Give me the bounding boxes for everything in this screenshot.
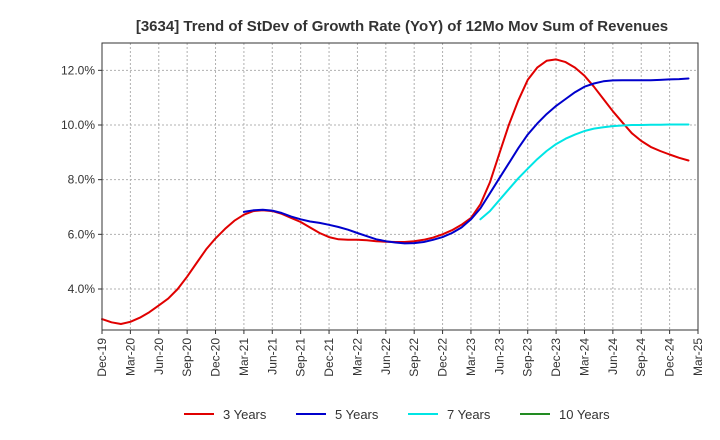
y-axis: 4.0% 6.0% 8.0% 10.0% 12.0% [61, 63, 102, 296]
x-tick-label: Mar-20 [123, 338, 137, 376]
y-tick-label: 6.0% [68, 227, 96, 241]
y-tick-label: 12.0% [61, 63, 95, 77]
plot-background [102, 43, 698, 330]
chart-svg: [3634] Trend of StDev of Growth Rate (Yo… [0, 0, 720, 440]
chart-title: [3634] Trend of StDev of Growth Rate (Yo… [136, 18, 668, 35]
x-tick-label: Mar-21 [237, 338, 251, 376]
x-tick-label: Dec-23 [549, 338, 563, 377]
x-tick-label: Dec-22 [436, 338, 450, 377]
legend-label: 5 Years [335, 407, 379, 422]
x-tick-label: Jun-22 [379, 338, 393, 375]
legend: 3 Years 5 Years 7 Years 10 Years [184, 407, 610, 422]
y-tick-label: 4.0% [68, 282, 96, 296]
plot-area [102, 43, 698, 330]
x-tick-label: Dec-19 [95, 338, 109, 377]
y-tick-label: 8.0% [68, 173, 96, 187]
x-tick-label: Jun-20 [152, 338, 166, 375]
legend-label: 3 Years [223, 407, 267, 422]
x-tick-label: Dec-24 [663, 338, 677, 377]
x-tick-label: Sep-21 [294, 338, 308, 377]
y-tick-label: 10.0% [61, 118, 95, 132]
x-tick-label: Sep-23 [521, 338, 535, 377]
x-tick-label: Dec-20 [209, 338, 223, 377]
x-tick-label: Sep-24 [634, 338, 648, 377]
x-tick-label: Mar-22 [350, 338, 364, 376]
x-tick-label: Sep-22 [407, 338, 421, 377]
x-tick-label: Dec-21 [322, 338, 336, 377]
legend-label: 7 Years [447, 407, 491, 422]
legend-label: 10 Years [559, 407, 610, 422]
x-tick-label: Jun-21 [265, 338, 279, 375]
x-tick-label: Sep-20 [180, 338, 194, 377]
x-axis: Dec-19 Mar-20 Jun-20 Sep-20 Dec-20 Mar-21 Jun-… [95, 330, 705, 377]
x-tick-label: Mar-23 [464, 338, 478, 376]
x-tick-label: Mar-25 [691, 338, 705, 376]
x-tick-label: Jun-24 [606, 338, 620, 375]
x-tick-label: Mar-24 [577, 338, 591, 376]
x-tick-label: Jun-23 [492, 338, 506, 375]
